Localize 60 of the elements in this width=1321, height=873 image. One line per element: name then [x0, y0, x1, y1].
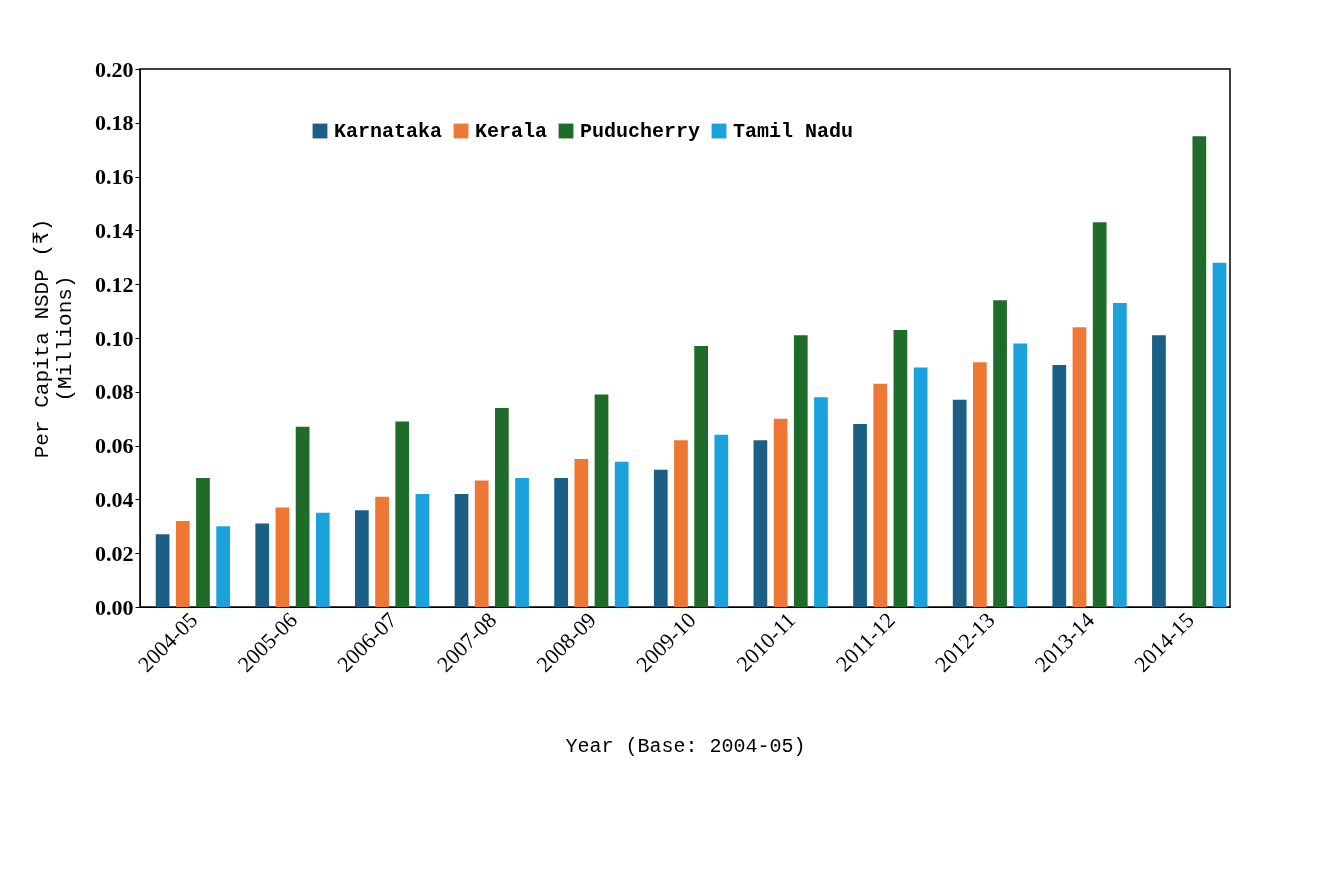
bar [952, 399, 967, 607]
bar [653, 469, 668, 607]
bar [395, 421, 410, 607]
bar [853, 424, 867, 607]
bar [554, 477, 569, 607]
bar [474, 480, 489, 607]
bar [355, 510, 369, 607]
y-tick-label: 0.14 [95, 217, 134, 243]
bar [594, 394, 609, 607]
bar [893, 329, 908, 607]
x-axis-title: Year (Base: 2004-05) [565, 735, 806, 759]
bar [295, 426, 310, 607]
bar [1072, 327, 1087, 607]
bar [275, 507, 290, 607]
bar [515, 477, 529, 607]
y-tick-label: 0.10 [95, 325, 134, 351]
bar [694, 346, 709, 607]
bar [1113, 303, 1127, 607]
y-tick-label: 0.00 [95, 594, 134, 620]
bar [1192, 136, 1207, 607]
legend-label: Tamil Nadu [733, 120, 854, 143]
bar [1052, 364, 1067, 607]
bar [454, 494, 469, 607]
bar [1013, 343, 1028, 607]
bar [1212, 262, 1227, 607]
bar [574, 459, 589, 607]
bar [753, 440, 768, 607]
bar [993, 300, 1007, 607]
legend-label: Karnataka [334, 120, 443, 143]
y-tick-label: 0.12 [95, 271, 134, 297]
bar [175, 520, 190, 607]
legend-label: Puducherry [580, 120, 701, 143]
bar [1152, 335, 1166, 607]
y-tick-label: 0.18 [95, 110, 134, 136]
y-tick-label: 0.02 [95, 540, 134, 566]
bar [1092, 222, 1107, 607]
bar [913, 367, 928, 607]
bar [773, 418, 788, 607]
y-tick-label: 0.04 [95, 486, 134, 512]
bar [375, 496, 389, 607]
y-axis-title: Per Capita NSDP (₹) (Millions) [31, 218, 77, 459]
bar [973, 362, 987, 607]
bar [873, 383, 888, 607]
bar [793, 335, 808, 607]
legend-label: Kerala [475, 120, 548, 143]
bar [155, 534, 170, 607]
bar [814, 397, 828, 607]
bar [196, 477, 210, 607]
bar [674, 440, 688, 607]
y-tick-label: 0.06 [95, 433, 134, 459]
y-tick-label: 0.16 [95, 164, 134, 190]
bar [495, 407, 509, 607]
bar [614, 461, 629, 607]
bar [714, 434, 729, 607]
bar [315, 512, 330, 607]
bar [216, 526, 231, 607]
y-tick-label: 0.08 [95, 379, 134, 405]
y-tick-label: 0.20 [95, 56, 134, 82]
bar [255, 523, 270, 607]
bar [415, 494, 430, 607]
